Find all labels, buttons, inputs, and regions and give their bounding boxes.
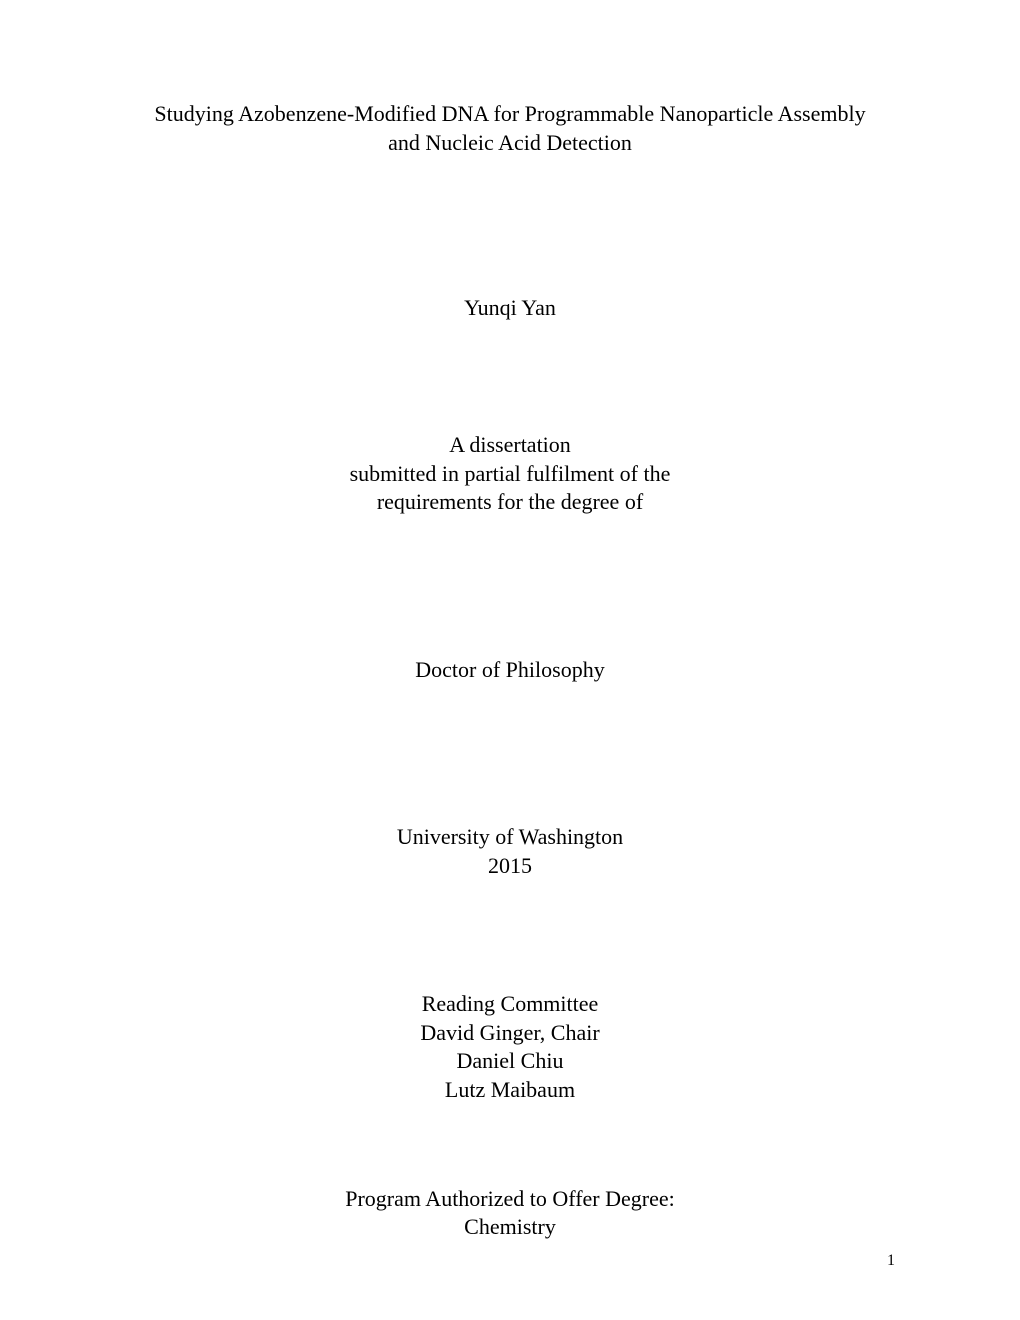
title-line1: Studying Azobenzene-Modified DNA for Pro…: [120, 100, 900, 129]
university-info: University of Washington 2015: [120, 823, 900, 880]
author-name: Yunqi Yan: [120, 295, 900, 321]
university-year: 2015: [120, 852, 900, 881]
reading-committee: Reading Committee David Ginger, Chair Da…: [120, 990, 900, 1104]
title-line2: and Nucleic Acid Detection: [120, 129, 900, 158]
page-number: 1: [887, 1252, 895, 1270]
university-name: University of Washington: [120, 823, 900, 852]
dissertation-statement: A dissertation submitted in partial fulf…: [120, 431, 900, 517]
degree-name: Doctor of Philosophy: [120, 657, 900, 683]
dissertation-line3: requirements for the degree of: [120, 488, 900, 517]
committee-member2: Lutz Maibaum: [120, 1076, 900, 1105]
dissertation-line1: A dissertation: [120, 431, 900, 460]
program-authorization: Program Authorized to Offer Degree: Chem…: [120, 1185, 900, 1242]
dissertation-line2: submitted in partial fulfilment of the: [120, 460, 900, 489]
program-heading: Program Authorized to Offer Degree:: [120, 1185, 900, 1214]
program-department: Chemistry: [120, 1213, 900, 1242]
dissertation-title: Studying Azobenzene-Modified DNA for Pro…: [120, 100, 900, 157]
committee-chair: David Ginger, Chair: [120, 1019, 900, 1048]
committee-heading: Reading Committee: [120, 990, 900, 1019]
committee-member1: Daniel Chiu: [120, 1047, 900, 1076]
